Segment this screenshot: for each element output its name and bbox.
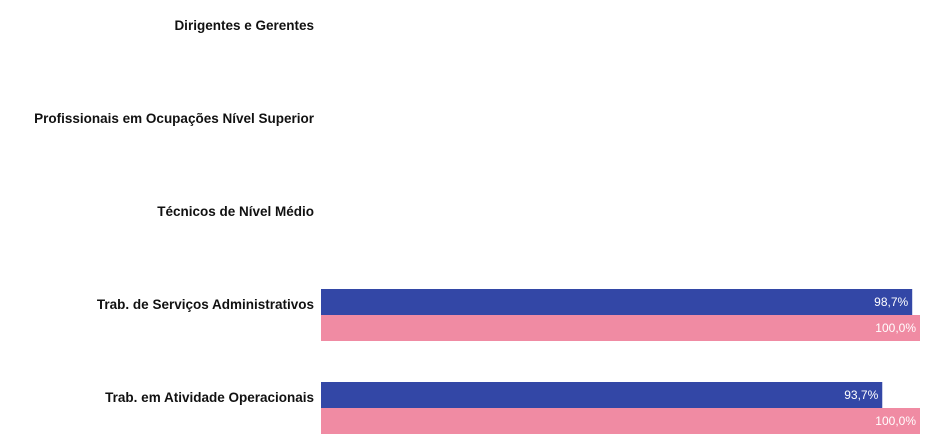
category-labels: Dirigentes e Gerentes Profissionais em Oc… (34, 18, 315, 405)
bar-series-2 (321, 408, 920, 434)
bar-series-1 (321, 289, 913, 315)
data-label: 93,7% (844, 388, 878, 402)
category-label: Dirigentes e Gerentes (174, 18, 314, 33)
data-label: 100,0% (875, 321, 916, 335)
bars: 98,7% 93,7% 100,0% 100,0% (321, 289, 920, 434)
bar-series-1 (321, 382, 883, 408)
category-label: Trab. de Serviços Administrativos (97, 297, 314, 312)
data-label: 100,0% (875, 414, 916, 428)
bar-series-2 (321, 315, 920, 341)
category-label: Trab. em Atividade Operacionais (105, 390, 314, 405)
category-label: Técnicos de Nível Médio (157, 204, 314, 219)
data-label: 98,7% (874, 295, 908, 309)
category-label: Profissionais em Ocupações Nível Superio… (34, 111, 315, 126)
